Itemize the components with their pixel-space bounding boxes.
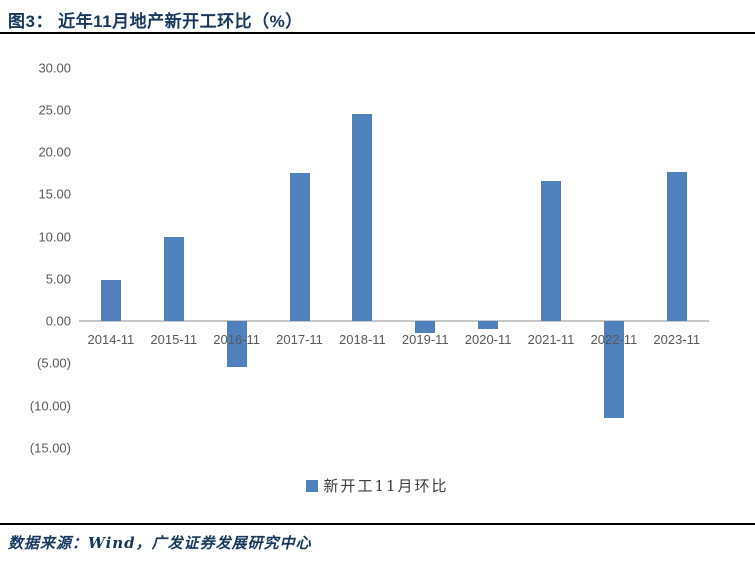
y-axis-tick-label: (5.00) bbox=[37, 355, 71, 371]
x-axis-label: 2022-11 bbox=[590, 332, 638, 347]
legend-series-label: 新开工11月环比 bbox=[323, 477, 449, 495]
bar-2015-11 bbox=[163, 237, 184, 321]
bar-2017-11 bbox=[289, 173, 310, 321]
y-axis-tick-label: 10.00 bbox=[38, 229, 71, 244]
x-axis-label: 2016-11 bbox=[213, 332, 261, 347]
bar-2018-11 bbox=[352, 113, 373, 321]
bar-2021-11 bbox=[541, 180, 562, 321]
bar-2014-11 bbox=[100, 279, 121, 321]
y-axis-tick-label: 20.00 bbox=[38, 144, 71, 160]
bar-2016-11 bbox=[226, 321, 247, 368]
data-source-note: 数据来源：Wind，广发证券发展研究中心 bbox=[8, 534, 312, 552]
x-axis-label: 2020-11 bbox=[464, 332, 512, 347]
y-axis-tick-label: (15.00) bbox=[29, 440, 71, 456]
chart-legend: 新开工11月环比 bbox=[0, 475, 755, 496]
y-axis-tick-label: 0.00 bbox=[45, 313, 71, 329]
bar-2020-11 bbox=[478, 321, 499, 329]
legend-series-swatch-icon bbox=[306, 479, 319, 492]
bar-2023-11 bbox=[666, 172, 687, 321]
x-axis-label: 2018-11 bbox=[339, 332, 386, 347]
y-axis-tick-label: 5.00 bbox=[45, 271, 71, 287]
x-axis-label: 2023-11 bbox=[653, 332, 701, 347]
title-divider-rule bbox=[0, 32, 755, 34]
y-axis-tick-label: (10.00) bbox=[29, 398, 71, 413]
bar-chart: 30.00 25.00 20.00 15.00 10.00 5.00 0.00 (5.00) (… bbox=[29, 60, 709, 456]
x-axis-zero-line bbox=[79, 320, 709, 322]
x-axis-label: 2021-11 bbox=[527, 332, 575, 347]
source-divider-rule bbox=[0, 523, 755, 525]
figure-title: 图3： 近年11月地产新开工环比（%） bbox=[8, 12, 303, 31]
x-axis-label: 2015-11 bbox=[150, 332, 198, 347]
bar-2022-11 bbox=[603, 321, 624, 419]
x-axis-label: 2019-11 bbox=[401, 332, 449, 347]
y-axis-tick-label: 25.00 bbox=[38, 102, 71, 118]
bar-2019-11 bbox=[415, 321, 436, 333]
x-axis-label: 2017-11 bbox=[276, 332, 323, 347]
y-axis-tick-label: 15.00 bbox=[38, 186, 71, 202]
x-axis-label: 2014-11 bbox=[87, 332, 135, 347]
y-axis-tick-label: 30.00 bbox=[38, 60, 71, 75]
